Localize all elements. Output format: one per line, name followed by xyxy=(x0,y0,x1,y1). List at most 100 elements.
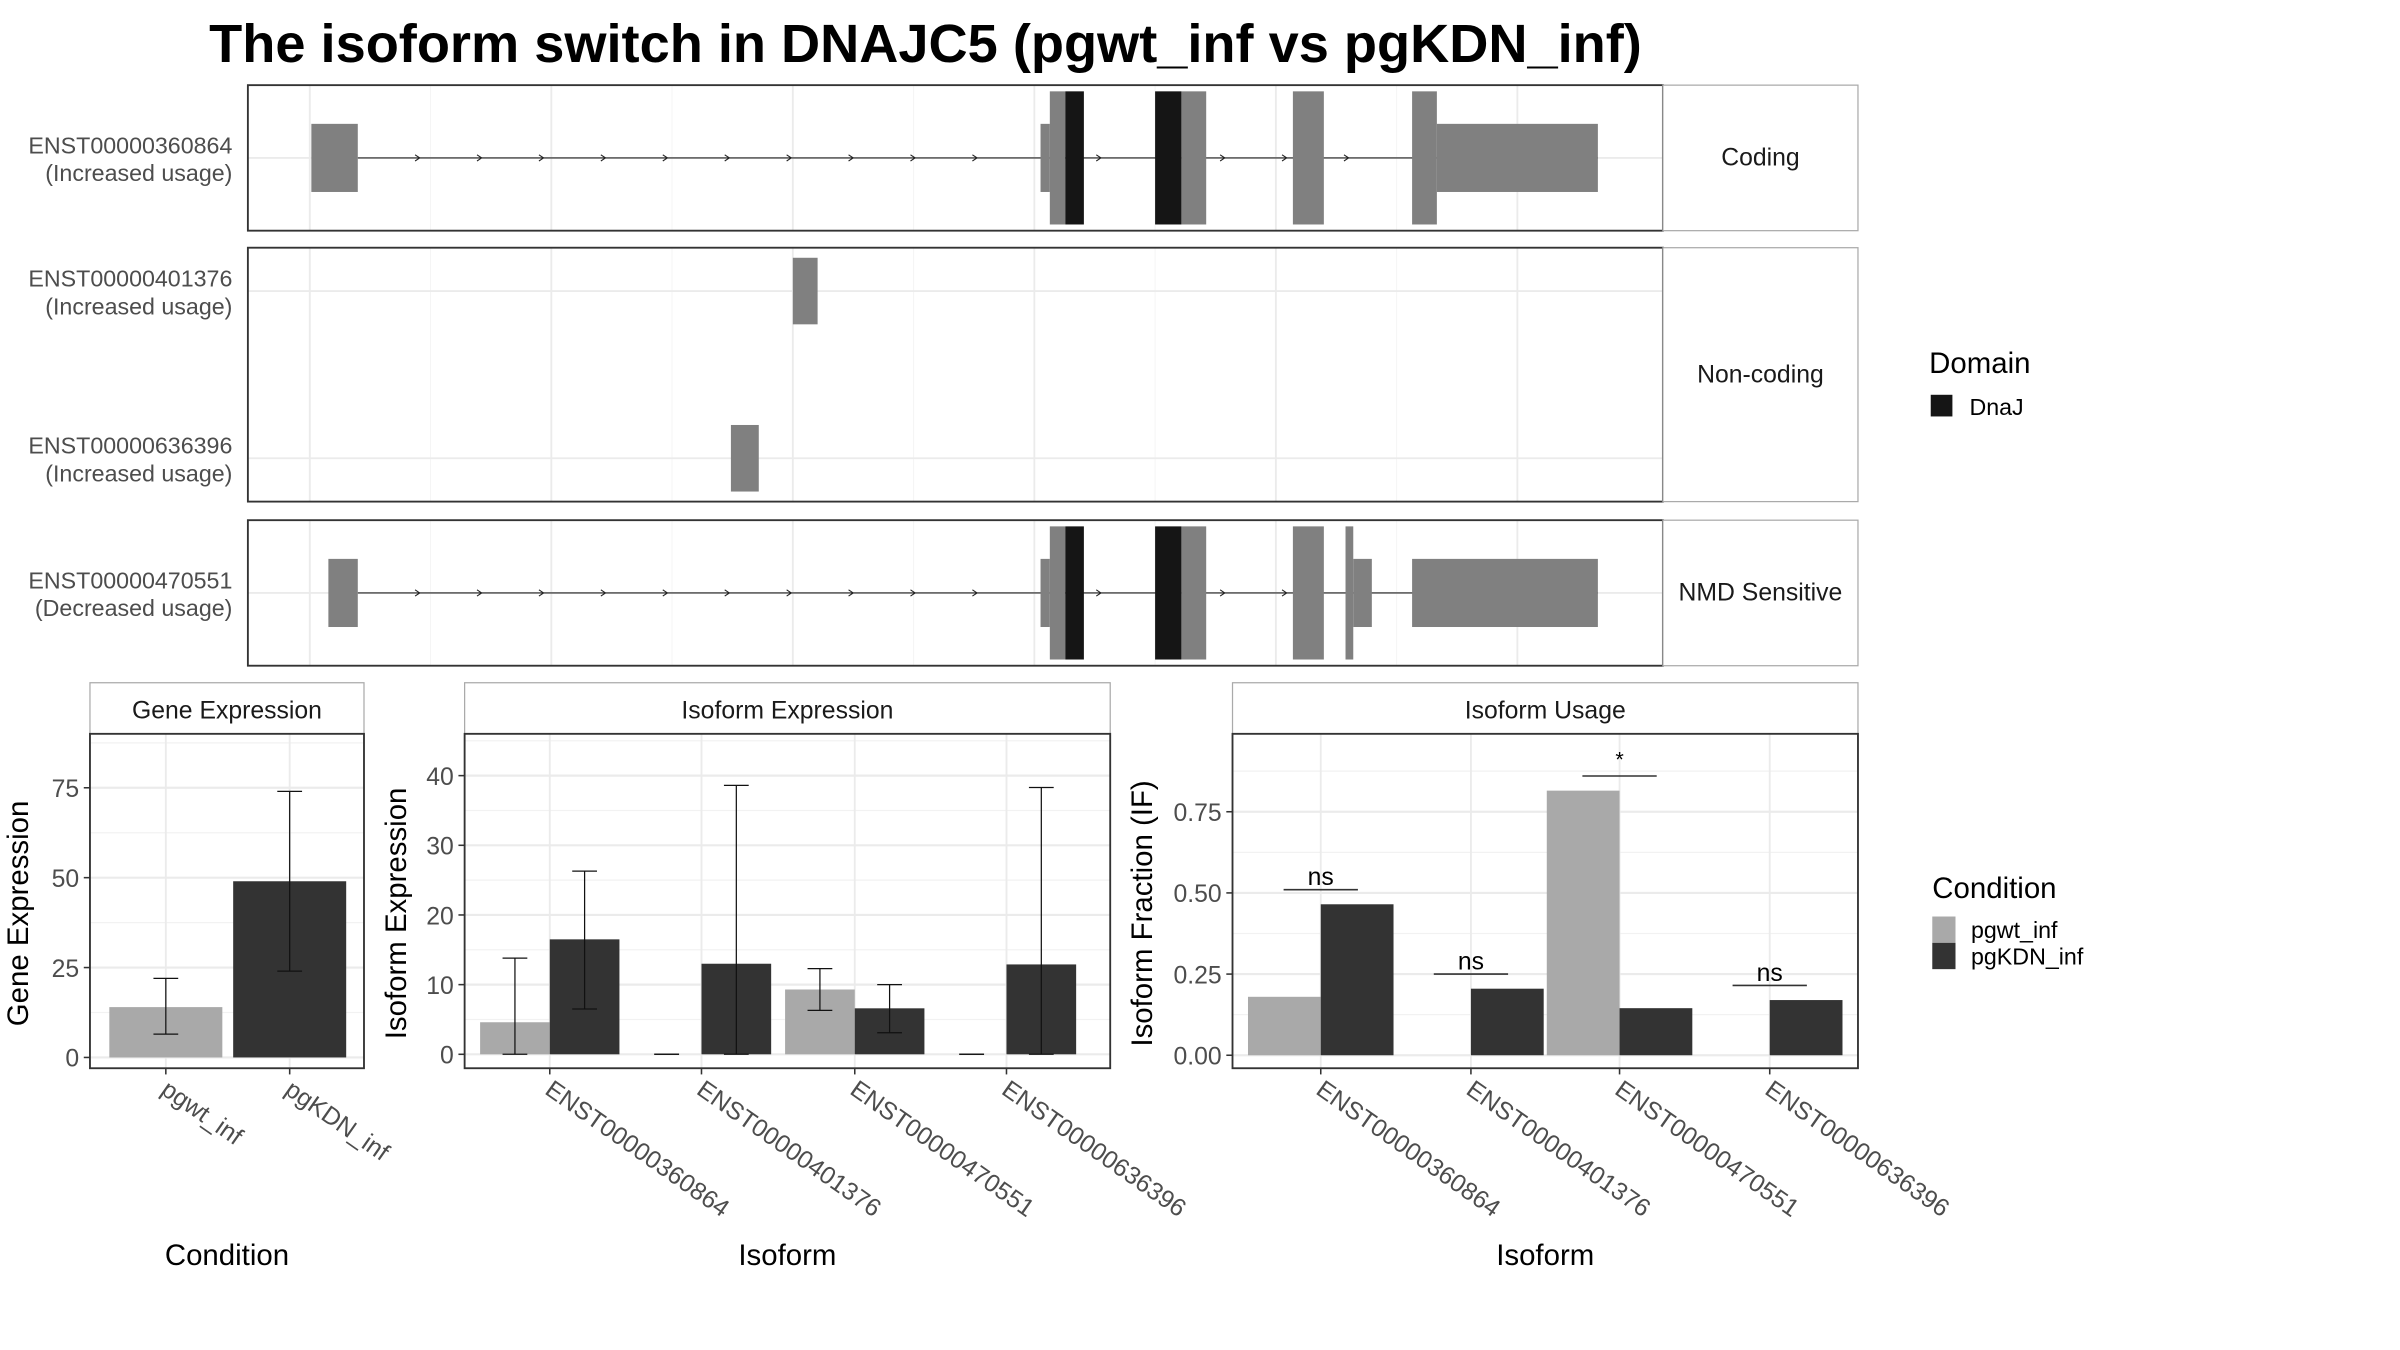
facet-strip xyxy=(1231,682,1859,735)
y-tick-label: 0.50 xyxy=(1173,881,1221,908)
legend-label: DnaJ xyxy=(1969,394,2023,420)
significance-label: * xyxy=(1615,747,1624,772)
strand-arrow-icon xyxy=(786,154,793,162)
exon xyxy=(792,257,818,325)
bar-pgwt_inf xyxy=(1247,996,1321,1056)
y-axis-title: Isoform Fraction (IF) xyxy=(1126,780,1159,1046)
strand-arrow-icon xyxy=(724,154,731,162)
strand-arrow-icon xyxy=(414,154,421,162)
facet-strip-label: Coding xyxy=(1721,145,1799,172)
y-tick-label: 0.25 xyxy=(1173,962,1221,989)
strand-arrow-icon xyxy=(538,154,545,162)
significance-label: ns xyxy=(1458,948,1484,975)
strand-arrow-icon xyxy=(972,589,979,597)
significance-label: ns xyxy=(1308,864,1334,891)
strand-arrow-icon xyxy=(1219,154,1226,162)
facet-strip xyxy=(464,682,1111,735)
exon xyxy=(1353,558,1372,628)
strand-arrow-icon xyxy=(786,589,793,597)
error-bar xyxy=(502,957,528,1055)
x-axis-title: Isoform xyxy=(1496,1239,1594,1272)
strand-arrow-icon xyxy=(600,589,607,597)
strand-arrow-icon xyxy=(662,154,669,162)
error-bar xyxy=(153,977,179,1035)
exon xyxy=(328,558,358,628)
transcript-id: ENST00000470551 xyxy=(28,567,232,593)
y-tick-label: 40 xyxy=(426,764,454,791)
chart-gene-expression: Gene Expression 0 25 50 75 pgwt_inf pgKDN_inf C… xyxy=(2,682,394,1272)
domain-exon xyxy=(1065,91,1084,225)
y-tick-label: 0 xyxy=(65,1046,79,1073)
exon xyxy=(1292,526,1324,660)
panel-border xyxy=(463,732,1112,1070)
transcript-usage-note: (Increased usage) xyxy=(45,460,232,486)
y-axis-title: Isoform Expression xyxy=(380,788,413,1040)
strand-arrow-icon xyxy=(910,154,917,162)
strand-arrow-icon xyxy=(1219,589,1226,597)
legend-label: pgKDN_inf xyxy=(1971,944,2084,970)
strand-arrow-icon xyxy=(1343,154,1350,162)
domain-exon xyxy=(1155,526,1182,660)
transcript-panel: ENST00000470551(Decreased usage) NMD Sens… xyxy=(28,519,1859,667)
y-axis-title: Gene Expression xyxy=(2,801,35,1027)
significance-label: ns xyxy=(1757,960,1783,987)
bar-pgKDN_inf xyxy=(1470,988,1544,1056)
bar-pgKDN_inf xyxy=(1769,1000,1843,1056)
bar-pgwt_inf xyxy=(1546,790,1620,1056)
facet-strip-label: NMD Sensitive xyxy=(1679,580,1843,607)
y-tick-label: 20 xyxy=(426,903,454,930)
x-tick-label: pgKDN_inf xyxy=(280,1076,394,1167)
strand-arrow-icon xyxy=(662,589,669,597)
facet-strip-label: Non-coding xyxy=(1697,361,1824,388)
exon xyxy=(1436,123,1598,192)
x-axis-title: Condition xyxy=(165,1239,289,1272)
chart-title: Isoform Expression xyxy=(681,697,893,724)
strand-arrow-icon xyxy=(600,154,607,162)
y-tick-label: 10 xyxy=(426,973,454,1000)
transcript-panel: ENST00000401376(Increased usage)ENST0000… xyxy=(28,246,1859,503)
y-tick-label: 0 xyxy=(440,1043,454,1070)
domain-exon xyxy=(1065,526,1084,660)
chart-isoform-usage: Isoform Usage0.000.250.500.75nsns*nsENST… xyxy=(1126,682,1954,1272)
y-tick-label: 0.75 xyxy=(1173,800,1221,827)
x-tick-label: pgwt_inf xyxy=(156,1076,247,1151)
transcript-usage-note: (Decreased usage) xyxy=(35,595,232,621)
chart-title: Gene Expression xyxy=(132,697,322,724)
exon xyxy=(1412,91,1437,225)
domain-legend: Domain DnaJ xyxy=(1929,347,2030,420)
strand-arrow-icon xyxy=(476,154,483,162)
strand-arrow-icon xyxy=(1095,589,1102,597)
error-bar xyxy=(723,784,749,1055)
strand-arrow-icon xyxy=(972,154,979,162)
panel-border xyxy=(1231,732,1859,1070)
legend-label: pgwt_inf xyxy=(1971,917,2058,943)
strand-arrow-icon xyxy=(414,589,421,597)
y-tick-label: 50 xyxy=(52,866,80,893)
legend-key xyxy=(1930,394,1953,417)
transcript-id: ENST00000360864 xyxy=(28,132,232,158)
error-bar xyxy=(807,967,833,1012)
error-bar xyxy=(572,870,597,1010)
exon xyxy=(1049,91,1066,225)
strand-arrow-icon xyxy=(724,589,731,597)
exon xyxy=(1040,558,1050,628)
strand-arrow-icon xyxy=(538,589,545,597)
transcript-usage-note: (Increased usage) xyxy=(45,293,232,319)
strand-arrow-icon xyxy=(476,589,483,597)
y-tick-label: 25 xyxy=(52,956,80,983)
legend-key xyxy=(1932,916,1956,943)
error-bar xyxy=(277,790,303,972)
exon xyxy=(1345,526,1354,660)
legend-key xyxy=(1932,942,1956,970)
exon xyxy=(311,123,358,192)
exon xyxy=(1292,91,1324,225)
strand-arrow-icon xyxy=(848,589,855,597)
exon xyxy=(730,424,759,492)
figure-title: The isoform switch in DNAJC5 (pgwt_inf v… xyxy=(209,14,1642,74)
exon xyxy=(1049,526,1066,660)
y-tick-label: 0.00 xyxy=(1173,1044,1221,1071)
chart-title: Isoform Usage xyxy=(1465,697,1626,724)
legend-title: Domain xyxy=(1929,347,2030,380)
panel-background xyxy=(247,247,1663,502)
facet-strip xyxy=(1662,519,1859,667)
